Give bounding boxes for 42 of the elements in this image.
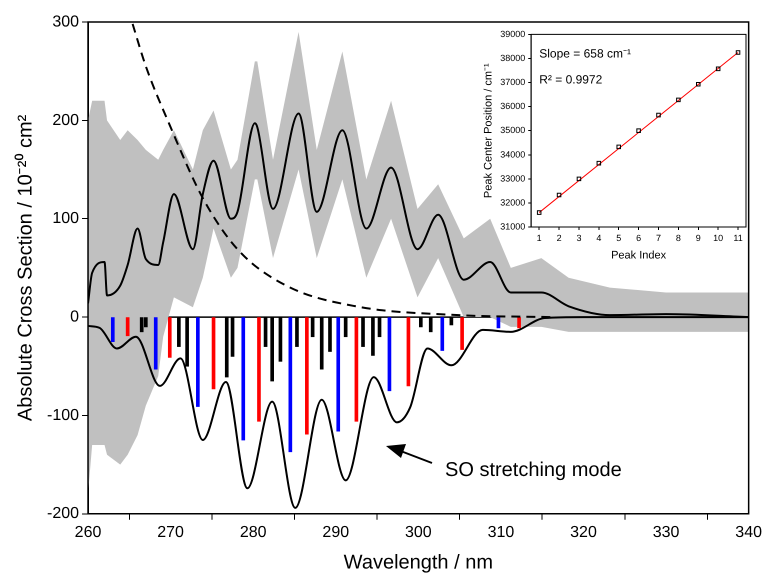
x-tick-label: 3 <box>576 232 582 243</box>
annotation: SO stretching mode <box>445 458 622 482</box>
x-tick-label: 6 <box>636 232 642 243</box>
y-tick-label: 200 <box>52 112 80 129</box>
x-tick-label: 280 <box>240 524 267 541</box>
y-tick-label: 34000 <box>500 149 526 160</box>
y-tick-label: 0 <box>70 308 80 326</box>
y-tick-label: 300 <box>52 13 80 30</box>
y-tick-label: -200 <box>46 505 80 522</box>
y-tick-label: 39000 <box>500 28 526 39</box>
y-tick-label: -100 <box>46 406 80 424</box>
x-axis-title: Wavelength / nm <box>344 552 493 574</box>
x-tick-label: 9 <box>696 232 701 243</box>
x-tick-label: 8 <box>676 232 681 243</box>
y-tick-label: 38000 <box>500 52 526 63</box>
x-tick-label: 340 <box>735 524 762 541</box>
y-axis-title: Absolute Cross Section / 10⁻²⁰ cm² <box>14 114 37 422</box>
x-axis-title: Peak Index <box>611 249 667 262</box>
y-tick-label: 32000 <box>500 197 526 208</box>
y-tick-label: 35000 <box>500 125 526 136</box>
x-tick-label: 10 <box>713 232 724 243</box>
y-tick-label: 36000 <box>500 101 526 112</box>
x-tick-label: 310 <box>488 524 514 541</box>
x-tick-label: 270 <box>157 524 184 541</box>
y-tick-label: 31000 <box>500 221 526 232</box>
annotation: Slope = 658 cm⁻¹ <box>539 46 631 61</box>
x-tick-label: 290 <box>322 524 350 541</box>
annotation: R² = 0.9972 <box>539 72 603 87</box>
x-tick-label: 5 <box>616 232 622 243</box>
y-tick-label: 33000 <box>500 173 526 184</box>
x-tick-label: 7 <box>656 232 662 243</box>
x-tick-label: 300 <box>404 524 432 541</box>
x-tick-label: 1 <box>536 232 542 243</box>
y-axis-title: Peak Center Position / cm⁻¹ <box>482 62 495 198</box>
x-tick-label: 330 <box>652 524 680 541</box>
y-tick-label: 37000 <box>500 77 526 88</box>
x-tick-label: 320 <box>570 524 597 541</box>
y-tick-label: 100 <box>52 210 80 228</box>
x-tick-label: 4 <box>596 232 602 243</box>
x-tick-label: 2 <box>556 232 562 243</box>
x-tick-label: 260 <box>74 524 102 541</box>
x-tick-label: 11 <box>733 232 743 243</box>
